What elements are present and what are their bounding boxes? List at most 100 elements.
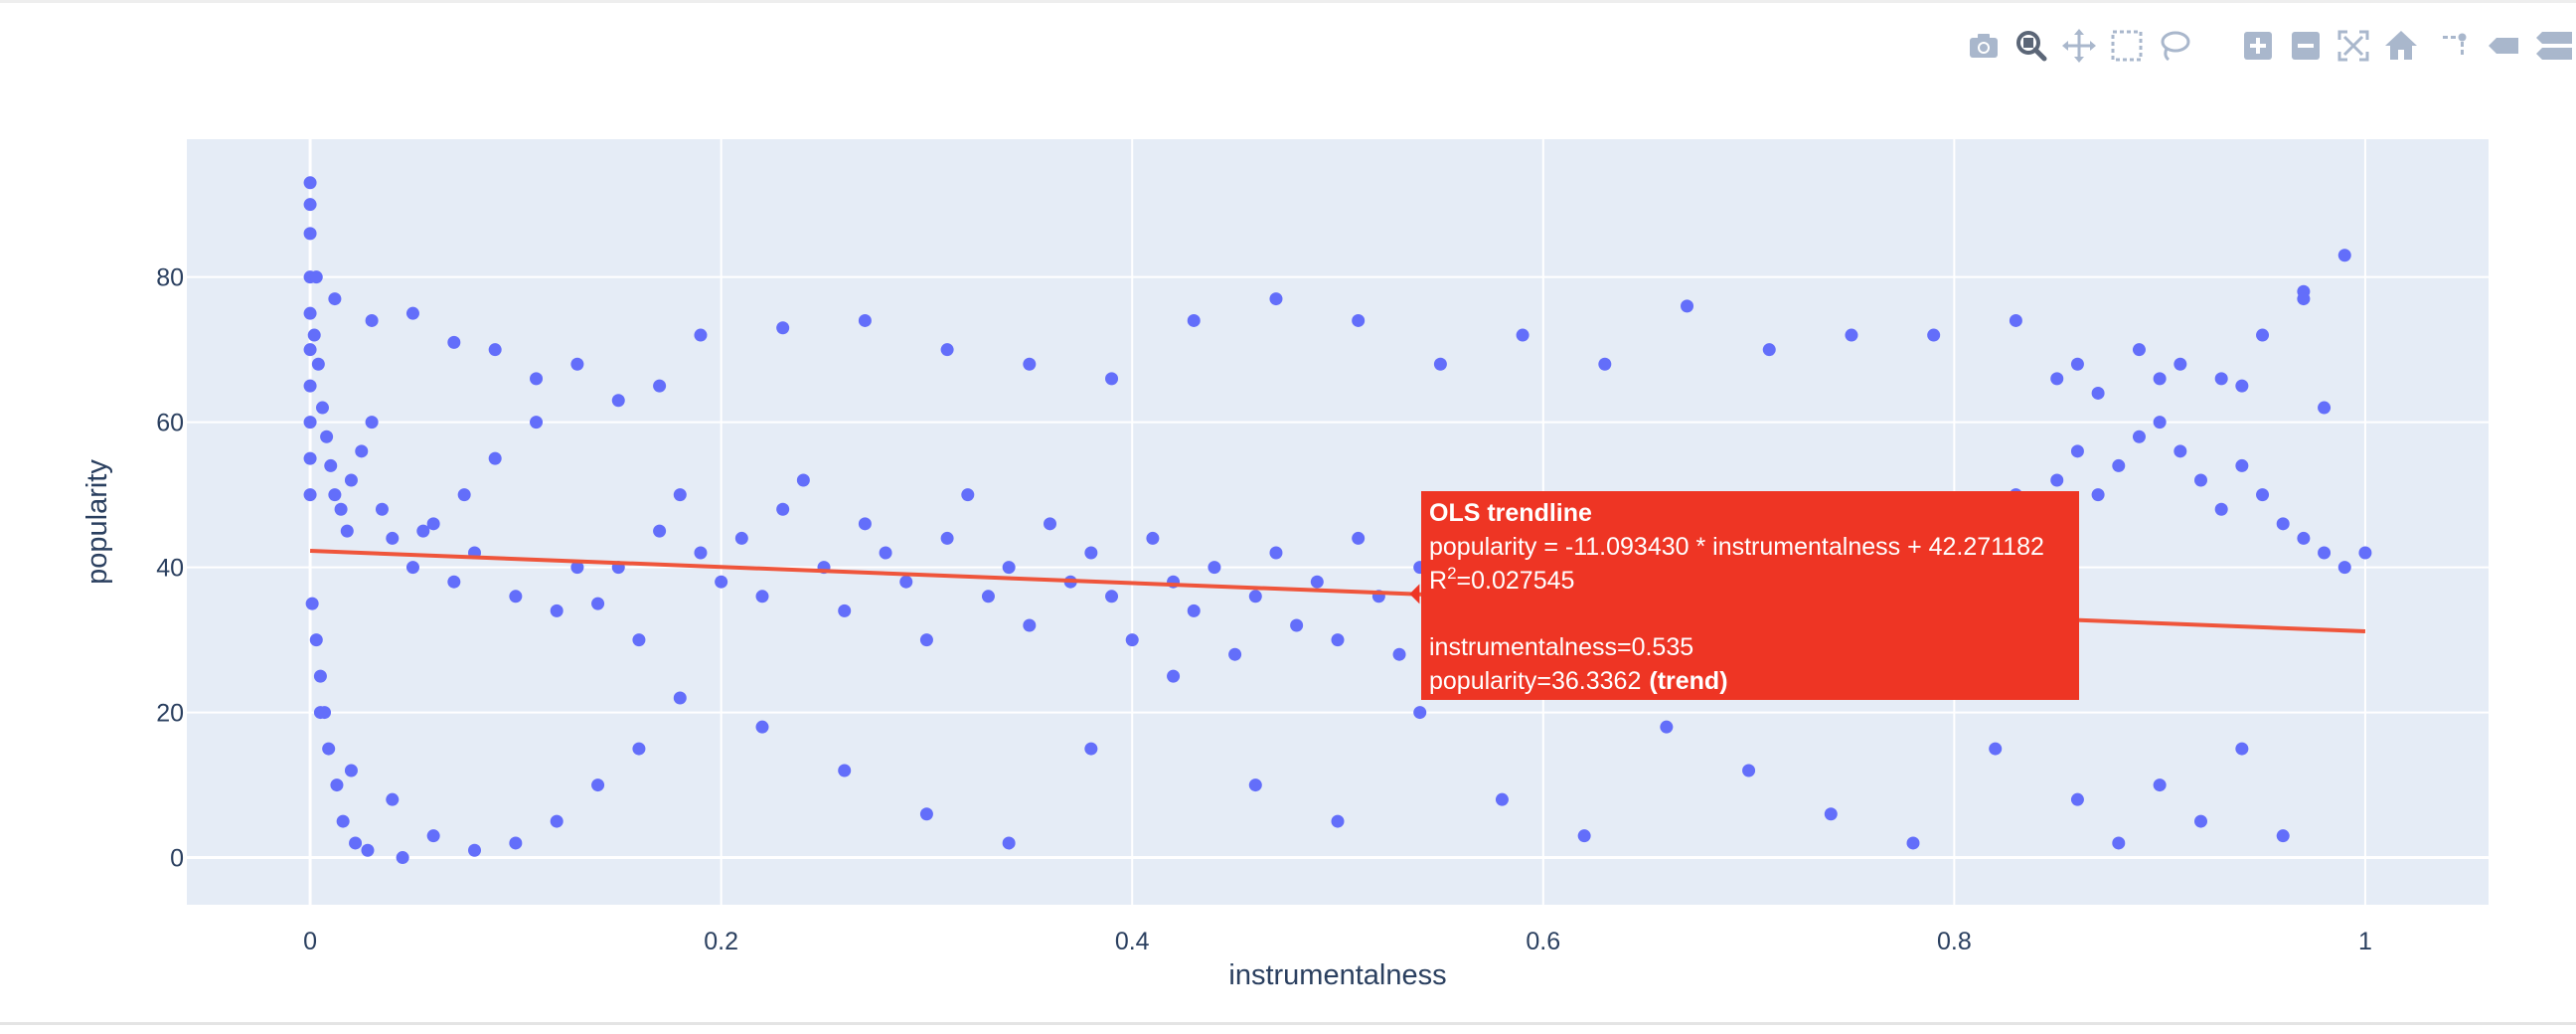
scatter-point[interactable] xyxy=(488,451,502,465)
scatter-point[interactable] xyxy=(1310,575,1324,589)
scatter-point[interactable] xyxy=(879,546,892,560)
scatter-point[interactable] xyxy=(550,814,564,828)
scatter-point[interactable] xyxy=(1002,836,1016,850)
scatter-point[interactable] xyxy=(1269,546,1283,560)
scatter-point[interactable] xyxy=(2112,836,2126,850)
scatter-point[interactable] xyxy=(1352,531,1366,545)
scatter-point[interactable] xyxy=(324,458,338,472)
scatter-point[interactable] xyxy=(2358,546,2372,560)
scatter-point[interactable] xyxy=(375,502,389,516)
scatter-point[interactable] xyxy=(488,343,502,357)
scatter-point[interactable] xyxy=(303,451,317,465)
autoscale-button[interactable] xyxy=(2334,26,2373,66)
scatter-point[interactable] xyxy=(396,851,409,865)
scatter-point[interactable] xyxy=(355,444,369,458)
scatter-point[interactable] xyxy=(1084,742,1098,756)
scatter-point[interactable] xyxy=(1187,603,1201,617)
scatter-point[interactable] xyxy=(919,633,933,647)
scatter-point[interactable] xyxy=(426,829,440,843)
scatter-point[interactable] xyxy=(1290,618,1304,632)
scatter-point[interactable] xyxy=(344,764,358,777)
scatter-point[interactable] xyxy=(1392,647,1406,661)
scatter-point[interactable] xyxy=(2091,386,2105,400)
box-select-button[interactable] xyxy=(2107,26,2147,66)
scatter-point[interactable] xyxy=(313,706,327,720)
lasso-select-button[interactable] xyxy=(2155,26,2194,66)
scatter-point[interactable] xyxy=(755,590,769,603)
scatter-point[interactable] xyxy=(303,227,317,241)
scatter-point[interactable] xyxy=(2050,473,2064,487)
scatter-point[interactable] xyxy=(1248,590,1262,603)
scatter-point[interactable] xyxy=(2235,742,2249,756)
scatter-point[interactable] xyxy=(1146,531,1160,545)
scatter-point[interactable] xyxy=(344,473,358,487)
scatter-point[interactable] xyxy=(2153,372,2167,386)
scatter-point[interactable] xyxy=(1681,299,1694,313)
scatter-point[interactable] xyxy=(694,328,708,342)
scatter-point[interactable] xyxy=(336,814,350,828)
scatter-point[interactable] xyxy=(509,836,523,850)
scatter-point[interactable] xyxy=(447,575,461,589)
scatter-point[interactable] xyxy=(1433,357,1447,371)
scatter-point[interactable] xyxy=(365,313,379,327)
zoom-button[interactable] xyxy=(2012,26,2051,66)
scatter-point[interactable] xyxy=(457,488,471,502)
scatter-point[interactable] xyxy=(313,669,327,683)
scatter-point[interactable] xyxy=(796,473,810,487)
scatter-point[interactable] xyxy=(315,401,329,415)
scatter-point[interactable] xyxy=(426,517,440,531)
scatter-point[interactable] xyxy=(386,531,400,545)
scatter-point[interactable] xyxy=(303,488,317,502)
scatter-point[interactable] xyxy=(309,633,323,647)
scatter-point[interactable] xyxy=(2009,313,2022,327)
scatter-point[interactable] xyxy=(1125,633,1139,647)
scatter-point[interactable] xyxy=(349,836,363,850)
scatter-point[interactable] xyxy=(715,575,728,589)
download-plot-button[interactable] xyxy=(1964,26,2004,66)
scatter-point[interactable] xyxy=(2070,792,2084,806)
scatter-point[interactable] xyxy=(1516,328,1530,342)
scatter-point[interactable] xyxy=(591,597,605,610)
scatter-point[interactable] xyxy=(591,778,605,792)
scatter-point[interactable] xyxy=(303,176,317,190)
scatter-point[interactable] xyxy=(340,524,354,538)
scatter-point[interactable] xyxy=(919,807,933,821)
scatter-point[interactable] xyxy=(1002,561,1016,575)
scatter-point[interactable] xyxy=(653,524,667,538)
scatter-point[interactable] xyxy=(1762,343,1776,357)
scatter-point[interactable] xyxy=(2091,488,2105,502)
scatter-point[interactable] xyxy=(365,416,379,430)
scatter-point[interactable] xyxy=(2050,372,2064,386)
scatter-point[interactable] xyxy=(858,313,872,327)
scatter-point[interactable] xyxy=(2132,343,2146,357)
scatter-point[interactable] xyxy=(1927,328,1941,342)
scatter-point[interactable] xyxy=(611,394,625,408)
scatter-point[interactable] xyxy=(2174,444,2187,458)
scatter-point[interactable] xyxy=(447,335,461,349)
scatter-point[interactable] xyxy=(328,292,342,306)
scatter-point[interactable] xyxy=(2337,249,2351,262)
scatter-point[interactable] xyxy=(305,597,319,610)
scatter-point[interactable] xyxy=(307,328,321,342)
plot-area[interactable] xyxy=(187,139,2489,905)
scatter-point[interactable] xyxy=(694,546,708,560)
scatter-point[interactable] xyxy=(1105,372,1119,386)
scatter-point[interactable] xyxy=(673,691,687,705)
scatter-point[interactable] xyxy=(1413,706,1427,720)
scatter-point[interactable] xyxy=(940,343,954,357)
scatter-point[interactable] xyxy=(2153,778,2167,792)
scatter-point[interactable] xyxy=(2337,561,2351,575)
scatter-point[interactable] xyxy=(632,633,646,647)
scatter-point[interactable] xyxy=(838,603,852,617)
scatter-point[interactable] xyxy=(1845,328,1858,342)
scatter-point[interactable] xyxy=(1331,633,1345,647)
scatter-point[interactable] xyxy=(673,488,687,502)
scatter-point[interactable] xyxy=(320,430,334,443)
scatter-point[interactable] xyxy=(2153,416,2167,430)
scatter-point[interactable] xyxy=(1495,792,1509,806)
scatter-point[interactable] xyxy=(899,575,913,589)
scatter-point[interactable] xyxy=(1167,669,1181,683)
scatter-point[interactable] xyxy=(530,416,544,430)
scatter-point[interactable] xyxy=(2256,328,2270,342)
scatter-point[interactable] xyxy=(1044,517,1056,531)
